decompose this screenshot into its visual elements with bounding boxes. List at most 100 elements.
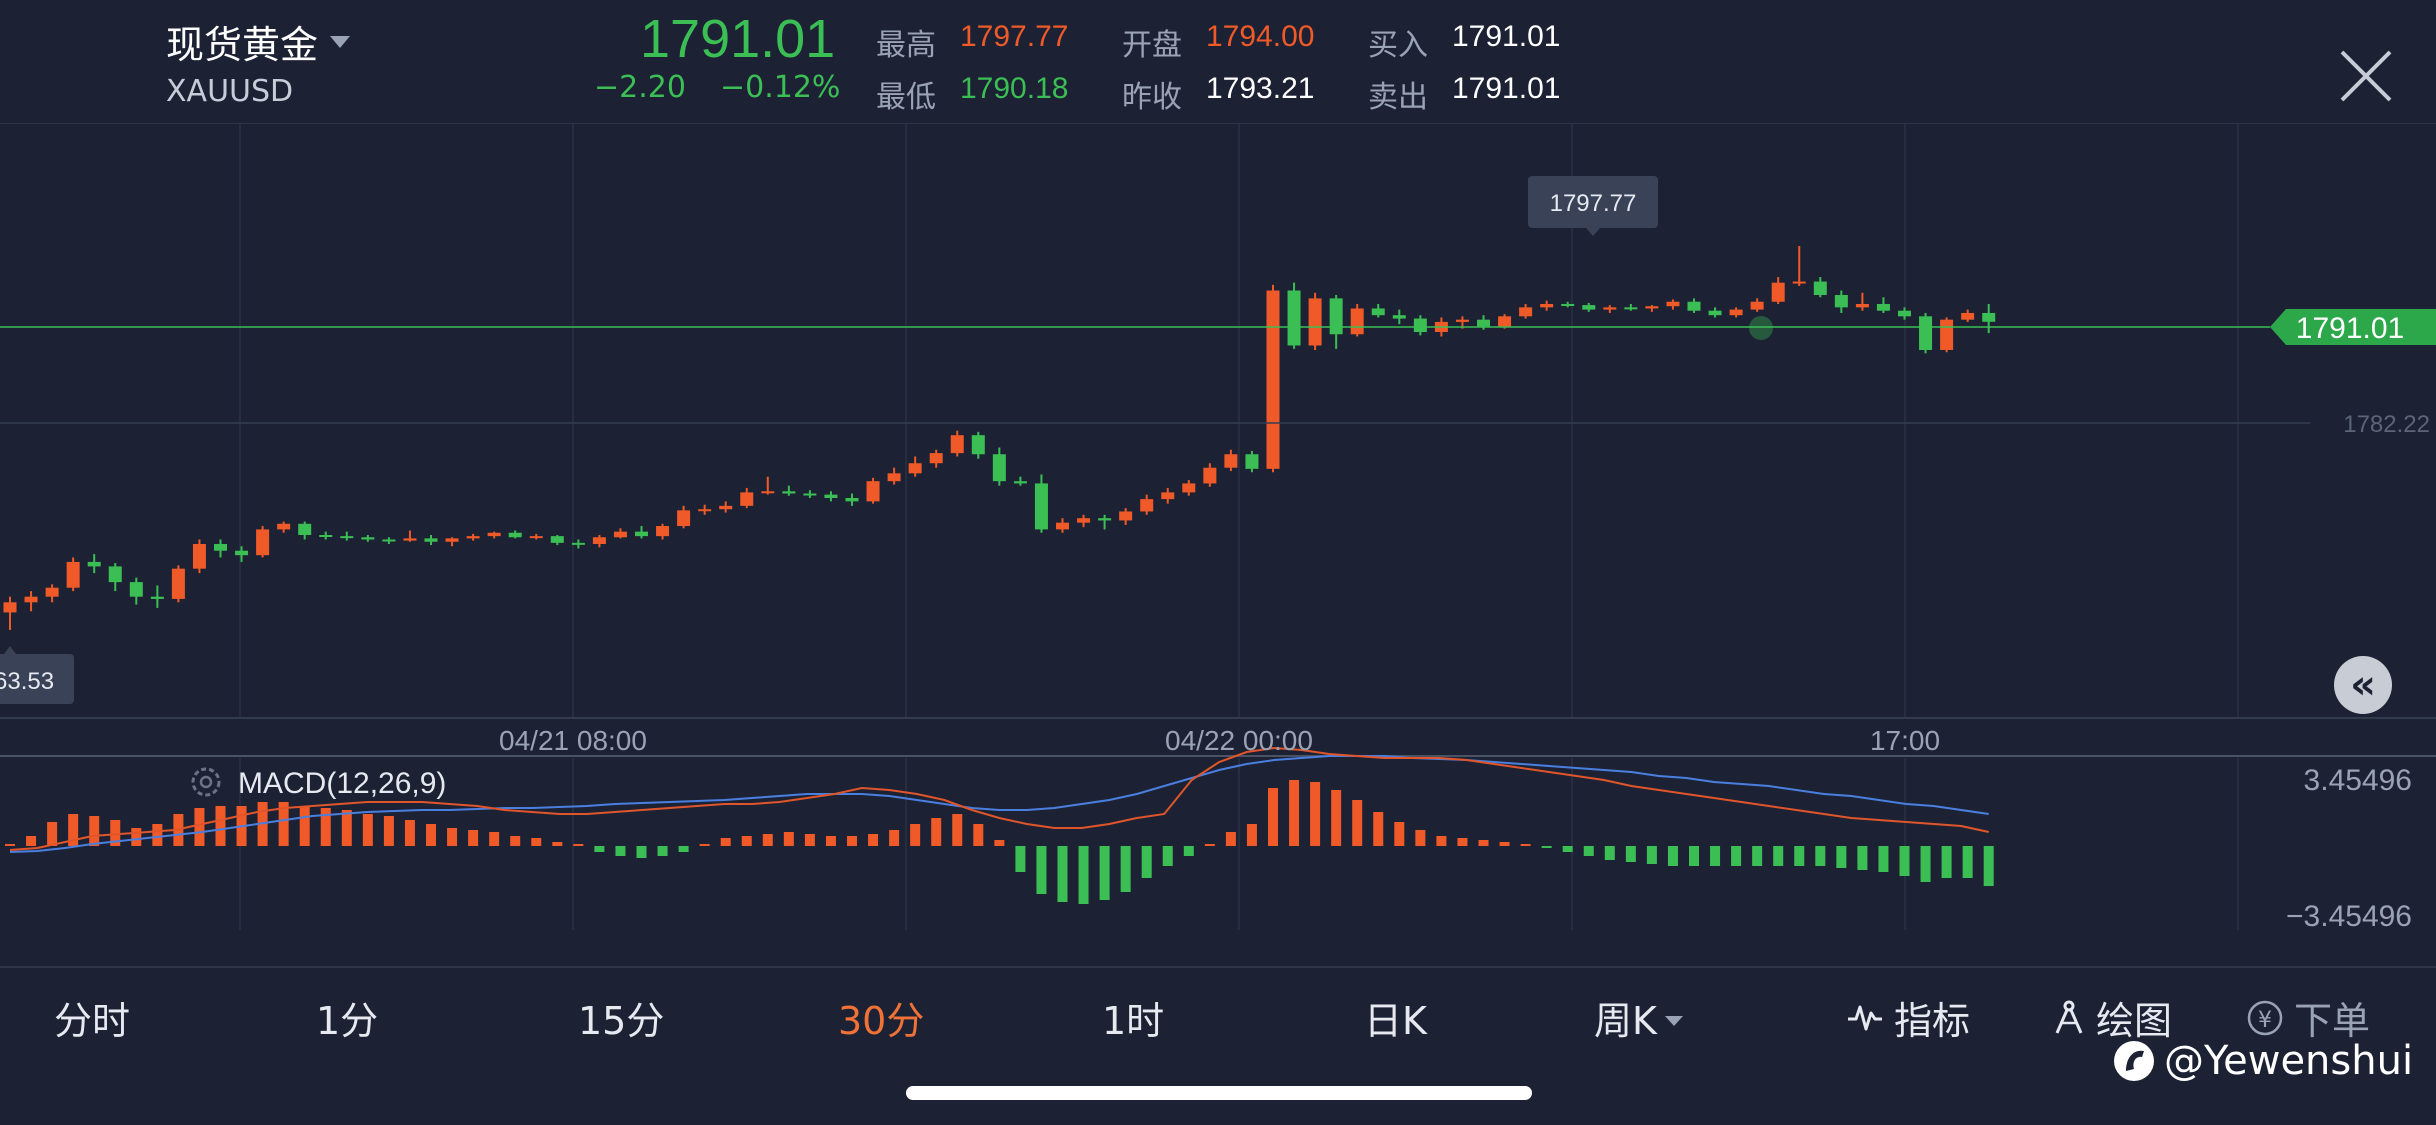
- candle-body: [319, 535, 333, 538]
- candle-body: [1498, 316, 1512, 327]
- order-button[interactable]: ¥ 下单: [2246, 990, 2370, 1045]
- macd-bar: [910, 824, 921, 846]
- candle-body: [24, 596, 38, 603]
- candle-body: [677, 510, 691, 527]
- current-price-label: 1791.01: [2296, 312, 2404, 345]
- home-indicator: [906, 1086, 1532, 1100]
- indicators-label: 指标: [1894, 999, 1971, 1043]
- candle-body: [171, 568, 185, 599]
- candle-body: [1077, 518, 1091, 523]
- candle-body: [3, 602, 17, 613]
- collapse-panel-button[interactable]: «: [2334, 656, 2392, 714]
- macd-bar: [1057, 846, 1068, 902]
- macd-bar: [1268, 788, 1278, 846]
- candle-body: [1413, 318, 1427, 333]
- candle-body: [1519, 307, 1533, 317]
- candle-body: [382, 539, 396, 542]
- low-value: 1790.18: [960, 72, 1069, 105]
- tab-weekly[interactable]: 周K: [1594, 990, 1683, 1045]
- candle-body: [1224, 454, 1238, 468]
- macd-bar: [341, 810, 352, 846]
- macd-bar: [699, 844, 710, 846]
- indicators-button[interactable]: 指标: [1846, 990, 1970, 1045]
- macd-bar: [1331, 790, 1342, 846]
- candle-body: [129, 582, 143, 597]
- macd-bar: [1457, 838, 1468, 846]
- candle-body: [613, 531, 627, 538]
- candle-body: [571, 542, 585, 545]
- macd-bar: [1604, 846, 1615, 860]
- candle-body: [424, 538, 438, 542]
- ask-value: 1791.01: [1452, 72, 1561, 105]
- candle-body: [1266, 290, 1280, 469]
- tab-daily[interactable]: 日K: [1364, 999, 1427, 1043]
- candlestick-chart[interactable]: 1791.01 1782.22 1797.77 63.53 04/21 08:0…: [0, 124, 2436, 966]
- candle-body: [656, 526, 670, 537]
- candle-body: [782, 491, 796, 494]
- macd-bar: [131, 828, 142, 846]
- prev-close-value: 1793.21: [1206, 72, 1315, 105]
- macd-bar: [26, 836, 37, 846]
- macd-bar: [468, 830, 479, 846]
- yen-icon: ¥: [2247, 1000, 2283, 1035]
- candle-body: [235, 550, 249, 556]
- candle-body: [1813, 281, 1827, 296]
- macd-bar: [1667, 846, 1678, 866]
- macd-bar: [1141, 846, 1152, 878]
- tab-timeshare[interactable]: 分时: [54, 999, 131, 1043]
- macd-bar: [1225, 832, 1236, 846]
- draw-button[interactable]: 绘图: [2052, 990, 2172, 1045]
- macd-bar: [973, 824, 984, 846]
- macd-bar: [1899, 846, 1910, 876]
- candle-body: [1119, 511, 1133, 521]
- candle-body: [1603, 307, 1617, 310]
- symbol-name: 现货黄金: [166, 23, 319, 67]
- macd-bar: [1352, 800, 1363, 846]
- symbol-selector[interactable]: 现货黄金: [166, 14, 351, 69]
- candle-body: [508, 532, 522, 538]
- tab-15min[interactable]: 15分: [578, 999, 665, 1043]
- low-label: 最低: [876, 80, 936, 115]
- candle-body: [192, 543, 206, 569]
- tab-30min[interactable]: 30分: [838, 999, 925, 1043]
- candle-body: [1287, 290, 1301, 346]
- high-tooltip-label: 1797.77: [1550, 190, 1637, 217]
- candle-body: [1561, 303, 1575, 306]
- macd-settings-icon[interactable]: [191, 767, 221, 797]
- macd-bar: [152, 824, 163, 846]
- tab-1hour[interactable]: 1时: [1102, 999, 1165, 1043]
- candle-body: [214, 543, 227, 551]
- close-icon[interactable]: [2336, 46, 2396, 106]
- macd-bar: [1036, 846, 1047, 894]
- macd-bar: [1078, 846, 1089, 904]
- candle-body: [1392, 315, 1406, 319]
- macd-bar: [299, 806, 310, 846]
- macd-bar: [1752, 846, 1763, 866]
- candle-body: [1876, 303, 1890, 311]
- quote-header: 现货黄金 XAUUSD 1791.01 −2.20 −0.12% 最高 1797…: [0, 0, 2436, 124]
- candle-body: [971, 435, 985, 455]
- time-label-3: 17:00: [1870, 725, 1940, 756]
- macd-bar: [1289, 780, 1300, 846]
- macd-bar: [847, 836, 857, 846]
- macd-bar: [552, 842, 563, 846]
- watermark-text: @Yewenshui: [2164, 1038, 2414, 1084]
- price-change-pct: −0.12%: [720, 70, 841, 105]
- candle-body: [1729, 309, 1743, 316]
- high-label: 最高: [876, 28, 936, 63]
- candle-body: [466, 536, 480, 539]
- macd-bar: [1120, 846, 1131, 892]
- tab-1min[interactable]: 1分: [316, 999, 379, 1043]
- macd-bar: [1962, 846, 1973, 878]
- macd-bar: [1204, 844, 1215, 846]
- candle-body: [1056, 522, 1069, 530]
- macd-bar: [1794, 846, 1805, 866]
- candle-body: [1329, 298, 1343, 335]
- macd-bar: [1562, 846, 1573, 852]
- macd-bar: [1183, 846, 1194, 856]
- interval-tabs: 分时 1分 15分 30分 1时 日K 周K 指标 绘图 ¥ 下单: [0, 966, 2436, 1125]
- macd-bar: [1310, 782, 1321, 846]
- candle-body: [1855, 303, 1869, 308]
- macd-bar: [825, 836, 836, 846]
- candle-body: [824, 494, 838, 498]
